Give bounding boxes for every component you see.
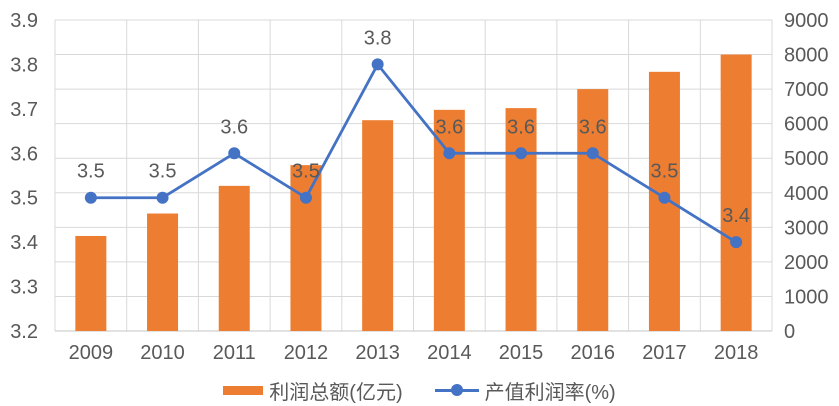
left-axis-tick-label: 3.9: [10, 10, 38, 32]
x-axis-category-label: 2009: [69, 342, 114, 364]
right-axis-tick-label: 4000: [784, 183, 829, 205]
line-marker-2016: [586, 147, 599, 160]
line-data-label: 3.5: [149, 161, 177, 183]
legend-item-profit-rate: 产值利润率(%): [434, 376, 616, 405]
line-data-label: 3.8: [364, 27, 392, 49]
line-data-label: 3.5: [292, 161, 320, 183]
right-axis-tick-label: 9000: [784, 10, 829, 32]
x-axis-category-label: 2013: [355, 342, 400, 364]
x-axis-category-label: 2014: [427, 342, 472, 364]
right-axis-tick-label: 3000: [784, 217, 829, 239]
right-axis-tick-label: 8000: [784, 45, 829, 67]
legend-label-profit-total: 利润总额(亿元): [269, 381, 403, 404]
line-marker-2015: [515, 147, 528, 160]
line-marker-2009: [84, 191, 97, 204]
x-axis-category-label: 2018: [714, 342, 759, 364]
right-axis-tick-label: 6000: [784, 114, 829, 136]
bar-2011: [218, 185, 250, 331]
x-axis-category-label: 2012: [284, 342, 329, 364]
line-marker-2018: [730, 236, 743, 249]
x-axis-category-label: 2016: [571, 342, 616, 364]
x-axis-category-label: 2010: [140, 342, 185, 364]
line-data-label: 3.6: [507, 116, 535, 138]
x-axis-category-label: 2015: [499, 342, 544, 364]
bar-2014: [433, 109, 465, 331]
bar-series-swatch-icon: [223, 385, 264, 395]
bar-2013: [362, 120, 394, 331]
bar-2015: [505, 108, 537, 331]
legend-item-profit-total: 利润总额(亿元): [223, 376, 403, 405]
line-data-label: 3.5: [77, 161, 105, 183]
bar-2009: [75, 235, 107, 331]
bar-2010: [147, 213, 179, 331]
right-axis-tick-label: 0: [784, 321, 795, 343]
line-marker-2011: [228, 147, 241, 160]
right-axis-tick-label: 7000: [784, 79, 829, 101]
bar-2018: [720, 54, 752, 332]
line-marker-2017: [658, 191, 671, 204]
line-marker-2010: [156, 191, 169, 204]
line-series-path: [90, 63, 737, 244]
legend: 利润总额(亿元) 产值利润率(%): [0, 374, 839, 406]
left-axis-tick-label: 3.7: [10, 99, 38, 121]
line-marker-2012: [299, 191, 312, 204]
x-axis-category-label: 2017: [642, 342, 687, 364]
chart-plot: 3.9 3.8 3.7 3.6 3.5 3.4 3.3 3.2 9000 8000 7000 6000…: [10, 10, 829, 364]
left-axis-tick-label: 3.3: [10, 277, 38, 299]
line-data-label: 3.6: [579, 116, 607, 138]
line-data-label: 3.5: [651, 161, 679, 183]
line-data-label: 3.6: [220, 116, 248, 138]
legend-label-profit-rate: 产值利润率(%): [484, 381, 616, 404]
bar-2016: [577, 89, 609, 331]
line-series-swatch-icon: [434, 383, 479, 397]
right-axis-tick-label: 5000: [784, 148, 829, 170]
left-axis-tick-label: 3.4: [10, 232, 38, 254]
right-axis-tick-label: 1000: [784, 286, 829, 308]
left-axis-tick-label: 3.6: [10, 143, 38, 165]
left-axis-tick-label: 3.2: [10, 321, 38, 343]
x-axis-category-label: 2011: [213, 342, 256, 364]
line-data-label: 3.6: [435, 116, 463, 138]
left-axis-tick-label: 3.5: [10, 188, 38, 210]
line-marker-2013: [371, 58, 384, 71]
line-data-label: 3.4: [722, 205, 750, 227]
right-axis-tick-label: 2000: [784, 252, 829, 274]
left-axis-tick-label: 3.8: [10, 54, 38, 76]
line-marker-2014: [443, 147, 456, 160]
